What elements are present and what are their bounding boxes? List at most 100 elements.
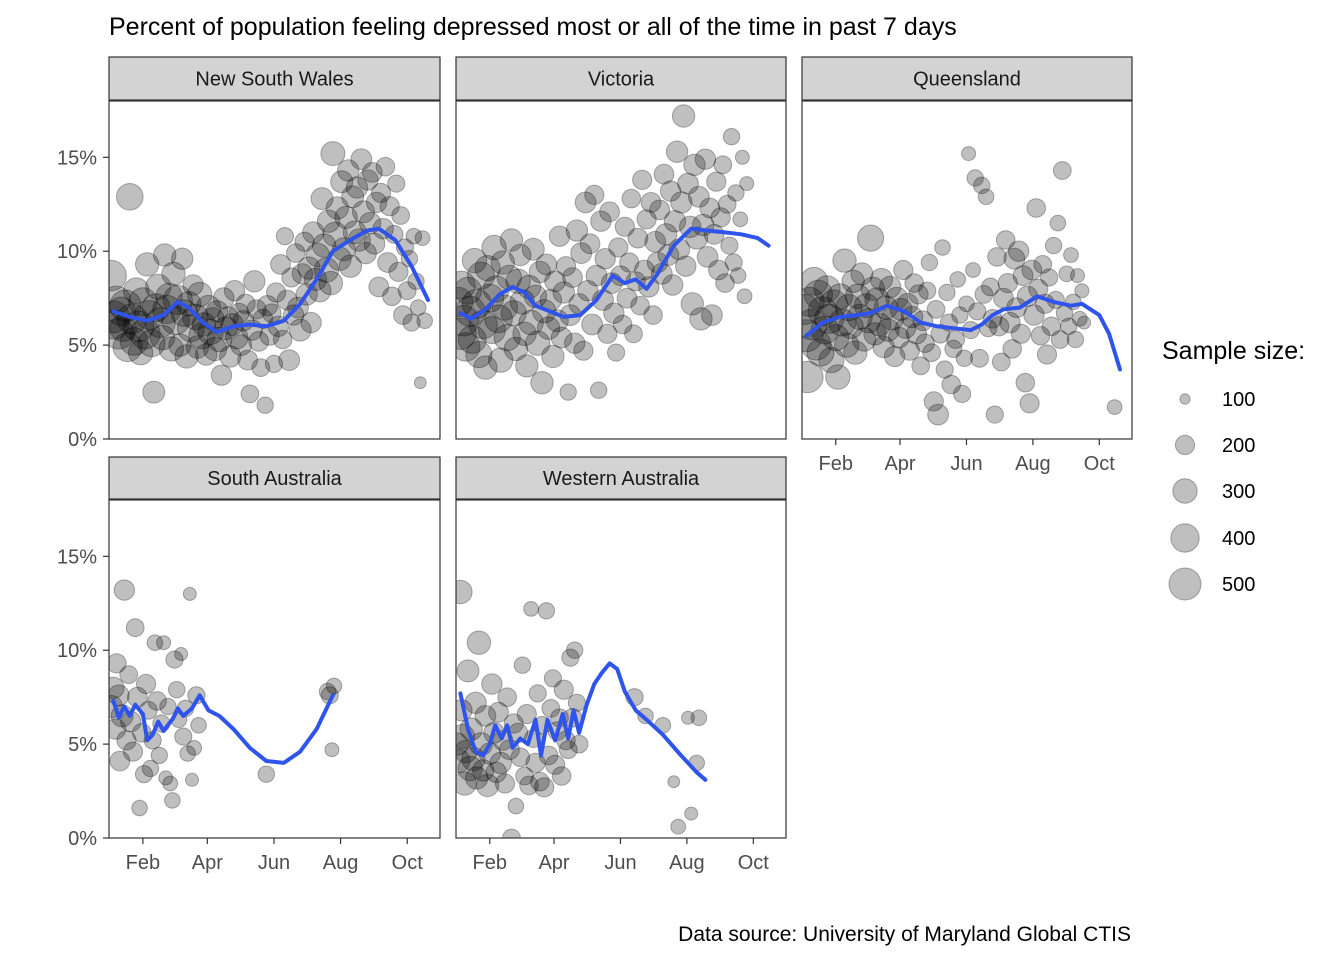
data-point — [518, 309, 544, 336]
data-point — [1040, 268, 1059, 287]
data-point — [457, 325, 487, 354]
data-point — [475, 773, 500, 798]
data-point — [1015, 372, 1036, 393]
data-point — [456, 332, 481, 362]
data-point — [158, 336, 185, 362]
data-point — [338, 254, 363, 278]
data-point — [116, 183, 144, 211]
data-point — [1012, 265, 1034, 287]
data-point — [734, 149, 750, 165]
legend: Sample size: 100 200 300 400 500 — [1162, 337, 1305, 601]
data-point — [653, 163, 675, 185]
data-point — [190, 717, 207, 734]
data-point — [860, 276, 885, 301]
panel-new-south-wales: New South Wales 0% 5% 10% 15% — [57, 56, 441, 451]
data-point — [512, 321, 537, 346]
data-point — [456, 659, 480, 683]
data-point — [570, 242, 593, 265]
data-point — [481, 673, 503, 695]
data-point — [1052, 161, 1072, 180]
legend-key — [1174, 434, 1196, 456]
data-points — [802, 146, 1123, 426]
data-point — [736, 288, 753, 305]
data-point — [286, 243, 306, 263]
data-point — [1010, 323, 1032, 344]
data-point — [541, 344, 565, 369]
data-point — [352, 200, 375, 224]
data-point — [688, 185, 710, 208]
data-point — [325, 196, 349, 220]
legend-title: Sample size: — [1162, 337, 1305, 365]
data-point — [825, 364, 851, 390]
x-tick-label: Oct — [1084, 453, 1116, 475]
data-point — [219, 345, 242, 368]
data-point — [341, 185, 365, 209]
x-tick-label: Aug — [1015, 453, 1051, 475]
data-point — [182, 586, 197, 601]
legend-entry: 300 — [1172, 478, 1255, 504]
data-point — [1060, 317, 1078, 335]
data-point — [710, 207, 731, 228]
data-point — [467, 261, 495, 290]
data-point — [456, 317, 477, 350]
data-point — [350, 148, 373, 171]
data-point — [393, 305, 413, 325]
data-point — [170, 299, 199, 328]
data-point — [544, 270, 566, 293]
data-point — [590, 210, 612, 232]
data-point — [934, 239, 951, 256]
data-point — [525, 330, 551, 356]
data-point — [832, 248, 857, 273]
data-point — [387, 174, 406, 193]
data-point — [802, 360, 824, 394]
data-point — [905, 323, 928, 345]
data-point — [677, 172, 699, 195]
data-point — [970, 348, 989, 368]
data-point — [551, 766, 572, 786]
data-point — [941, 374, 962, 395]
legend-key — [1170, 523, 1200, 553]
data-point — [134, 765, 154, 784]
legend-key — [1172, 478, 1198, 504]
data-point — [879, 275, 902, 299]
data-point — [965, 262, 981, 278]
data-point — [813, 275, 841, 303]
data-point — [128, 339, 154, 366]
data-point — [911, 356, 931, 376]
data-point — [382, 286, 402, 307]
data-point — [397, 281, 417, 301]
data-point — [867, 312, 892, 337]
data-point — [619, 252, 640, 273]
data-point — [608, 237, 629, 258]
data-point — [185, 772, 199, 787]
data-point — [156, 635, 172, 651]
data-point — [630, 295, 650, 316]
data-point — [827, 283, 854, 310]
data-point — [545, 754, 566, 775]
trend-line — [458, 661, 708, 782]
data-point — [109, 718, 127, 740]
legend-key — [1168, 567, 1202, 601]
data-point — [566, 641, 584, 659]
data-point — [499, 228, 524, 252]
data-point — [375, 156, 396, 177]
data-point — [490, 250, 515, 275]
data-point — [1026, 198, 1046, 218]
y-tick-label: 5% — [68, 335, 97, 357]
data-point — [684, 806, 699, 821]
data-point — [523, 601, 539, 617]
data-point — [251, 358, 271, 378]
x-tick-label: Feb — [473, 852, 507, 874]
data-point — [171, 247, 194, 270]
data-point — [112, 331, 143, 363]
panel-border — [108, 499, 441, 839]
data-point — [908, 284, 929, 305]
data-point — [497, 687, 518, 708]
data-point — [1049, 214, 1067, 232]
data-point — [946, 330, 965, 349]
data-point — [316, 209, 341, 233]
data-point — [456, 771, 477, 796]
data-point — [607, 343, 626, 362]
data-point — [581, 313, 603, 336]
